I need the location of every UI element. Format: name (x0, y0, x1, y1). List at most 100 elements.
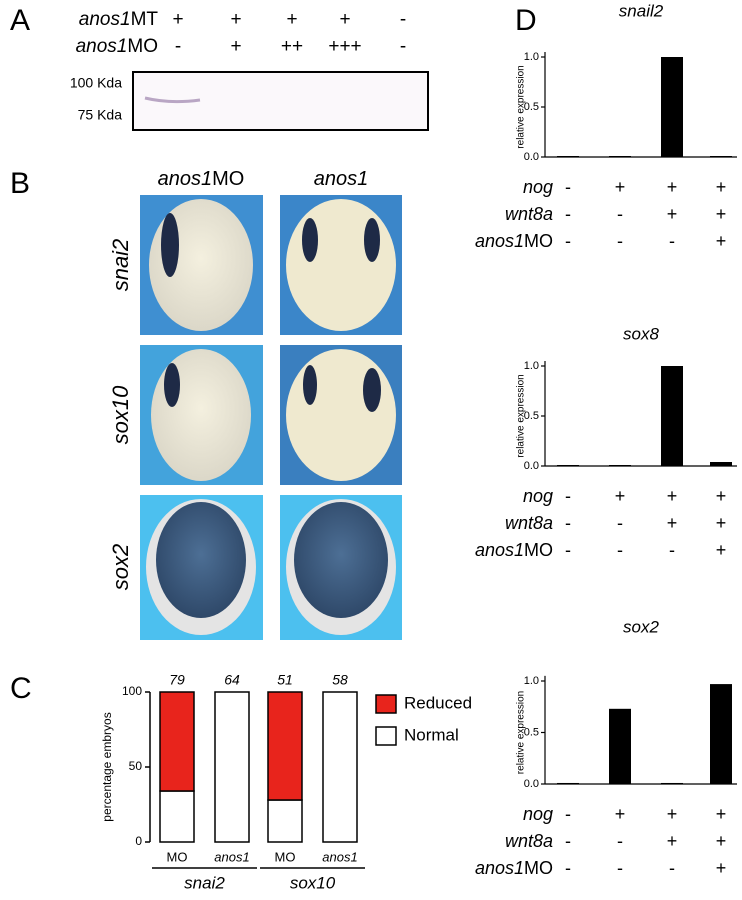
bar-segment (159, 790, 195, 843)
sign: + (716, 204, 727, 224)
sign: - (565, 858, 571, 878)
count-label: 64 (224, 672, 240, 688)
y-tick-label: 0 (135, 834, 142, 848)
count-label: 79 (169, 672, 185, 688)
sign: - (617, 858, 623, 878)
sign: + (615, 804, 626, 824)
column-label-italic: anos1 (158, 168, 213, 190)
sign: - (565, 513, 571, 533)
sign: ++ (281, 36, 303, 57)
bar (661, 782, 683, 784)
y-tick-label: 0.0 (524, 460, 539, 472)
row-label-plain: MT (131, 9, 159, 30)
y-tick-label: 100 (122, 684, 142, 698)
bar (661, 366, 683, 466)
row-label-italic: anos1 (76, 36, 128, 57)
y-axis-label: relative expression (516, 374, 527, 457)
panel-label: C (10, 672, 32, 705)
condition-label: anos1MO (475, 231, 553, 251)
sign: - (565, 540, 571, 560)
x-tick-label: MO (167, 849, 188, 864)
condition-label: nog (523, 804, 553, 824)
sign: - (669, 540, 675, 560)
bar (557, 156, 579, 157)
sign: - (617, 831, 623, 851)
condition-label-plain: MO (524, 540, 553, 560)
condition-label-italic: anos1 (475, 540, 524, 560)
sign: - (565, 486, 571, 506)
row-label: sox10 (108, 385, 133, 444)
condition-label: anos1MO (475, 858, 553, 878)
sign: - (565, 231, 571, 251)
y-tick-label: 50 (129, 759, 143, 773)
condition-label: nog (523, 177, 553, 197)
sign: + (667, 204, 678, 224)
sign: + (286, 9, 297, 30)
chart-title: sox2 (623, 617, 659, 636)
blot-band (144, 96, 201, 104)
sign: - (175, 36, 181, 57)
legend-swatch (375, 726, 397, 746)
sign: - (565, 831, 571, 851)
row-label: sox2 (108, 544, 133, 590)
panel-label: D (515, 4, 537, 37)
condition-label: wnt8a (505, 513, 553, 533)
sign: - (617, 204, 623, 224)
sign: - (617, 231, 623, 251)
sign: + (339, 9, 350, 30)
sign: + (716, 231, 727, 251)
chart-title: snail2 (619, 1, 664, 20)
condition-label: wnt8a (505, 831, 553, 851)
sign: + (172, 9, 183, 30)
condition-label-italic: anos1 (475, 858, 524, 878)
condition-label-italic: nog (523, 486, 553, 506)
condition-label-italic: nog (523, 177, 553, 197)
sign: + (716, 831, 727, 851)
sign: + (615, 486, 626, 506)
panel-label: A (10, 4, 30, 37)
condition-label-italic: nog (523, 804, 553, 824)
sign: + (230, 9, 241, 30)
sign: + (667, 177, 678, 197)
bar-segment (267, 691, 303, 801)
bar (557, 465, 579, 466)
y-tick-label: 0.0 (524, 151, 539, 163)
x-tick-label: anos1 (322, 849, 357, 864)
legend-swatch (375, 694, 397, 714)
sign: - (669, 231, 675, 251)
bar (710, 462, 732, 466)
y-tick-label: 0.5 (524, 101, 539, 113)
y-tick-label: 0.5 (524, 726, 539, 738)
x-tick-label: anos1 (214, 849, 249, 864)
marker-label: 100 Kda (70, 75, 122, 91)
condition-label-italic: anos1 (475, 231, 524, 251)
sign: + (716, 804, 727, 824)
bar (661, 57, 683, 157)
chart-title: sox8 (623, 324, 659, 343)
column-label: anos1 (314, 168, 369, 190)
bar-segment (159, 691, 195, 792)
condition-label: nog (523, 486, 553, 506)
bar (609, 708, 631, 784)
condition-label-italic: wnt8a (505, 831, 553, 851)
y-tick-label: 0.0 (524, 778, 539, 790)
y-axis-label: relative expression (516, 65, 527, 148)
bar-segment (267, 799, 303, 843)
condition-label: anos1MO (475, 540, 553, 560)
sign: + (667, 486, 678, 506)
condition-label-plain: MO (524, 231, 553, 251)
sign: + (667, 804, 678, 824)
sign: + (667, 831, 678, 851)
sign: + (716, 177, 727, 197)
sign: +++ (328, 36, 361, 57)
row-label: anos1MT (79, 9, 159, 30)
sign: + (230, 36, 241, 57)
sign: - (617, 513, 623, 533)
group-label: sox10 (290, 873, 336, 892)
y-tick-label: 1.0 (524, 51, 539, 63)
y-tick-label: 1.0 (524, 675, 539, 687)
sign: + (716, 513, 727, 533)
row-label-plain: MO (127, 36, 158, 57)
sign: - (669, 858, 675, 878)
